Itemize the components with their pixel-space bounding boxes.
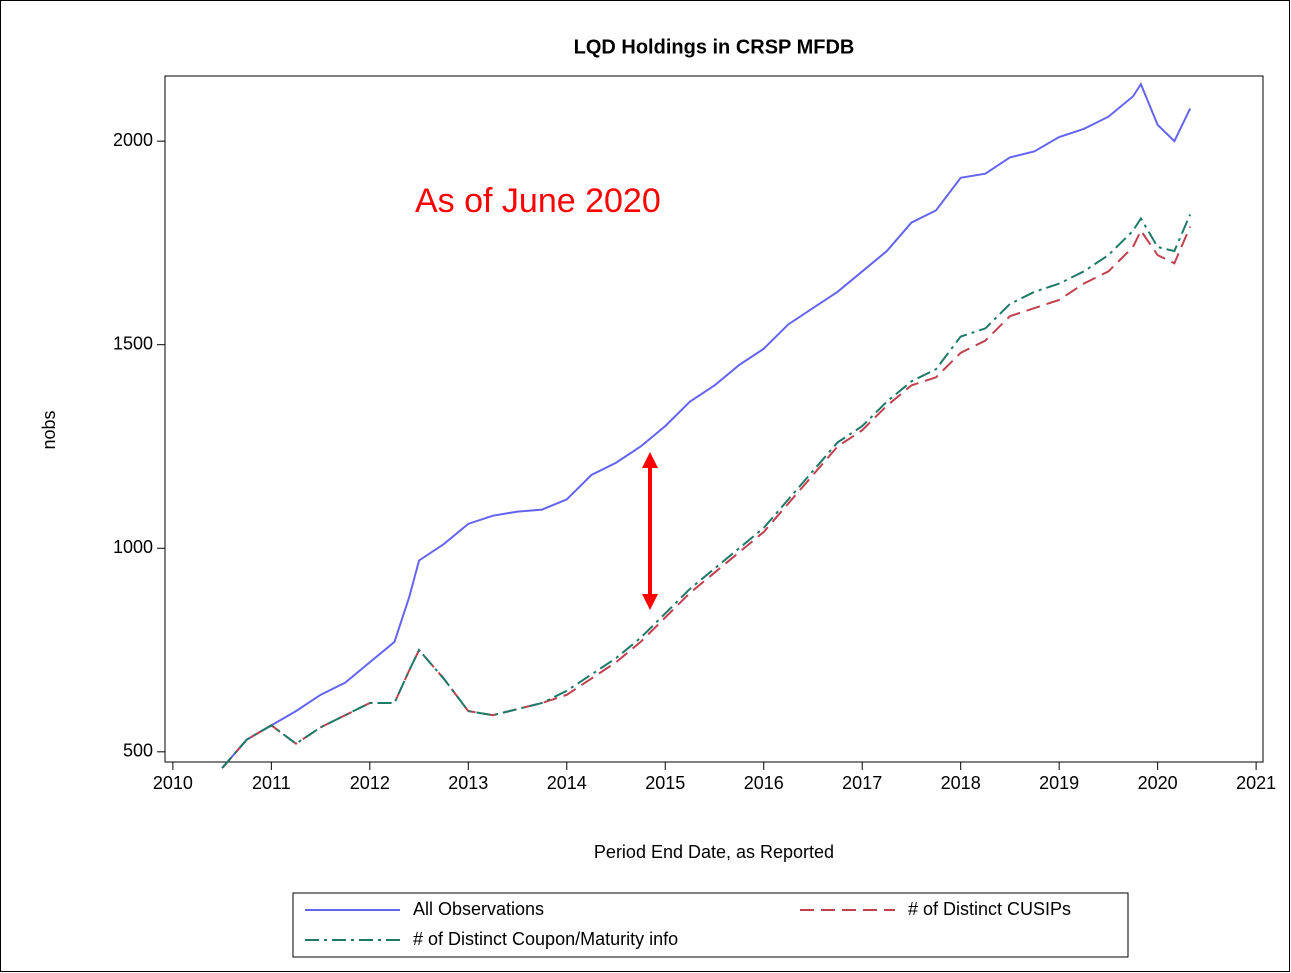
x-tick-label: 2010	[153, 773, 193, 793]
x-tick-label: 2012	[350, 773, 390, 793]
x-tick-label: 2020	[1138, 773, 1178, 793]
legend-label: # of Distinct Coupon/Maturity info	[413, 929, 678, 949]
y-tick-label: 2000	[113, 130, 153, 150]
x-tick-label: 2013	[448, 773, 488, 793]
legend	[292, 892, 1129, 958]
series-line	[221, 81, 1192, 769]
series-line	[221, 226, 1192, 769]
plot-area	[164, 75, 1264, 763]
x-tick-label: 2015	[645, 773, 685, 793]
legend-label: # of Distinct CUSIPs	[908, 899, 1071, 919]
x-tick-label: 2011	[252, 773, 291, 793]
y-axis-label: nobs	[39, 410, 59, 449]
y-tick-label: 500	[123, 741, 153, 761]
x-tick-label: 2016	[744, 773, 784, 793]
x-tick-label: 2014	[547, 773, 587, 793]
arrow-head	[642, 594, 658, 610]
annotation: As of June 2020	[415, 182, 661, 220]
x-tick-label: 2021	[1236, 773, 1276, 793]
legend-label: All Observations	[413, 899, 544, 919]
x-axis-label: Period End Date, as Reported	[594, 842, 834, 862]
series-line	[221, 214, 1192, 769]
arrow	[642, 452, 658, 610]
arrow-head	[642, 452, 658, 468]
y-tick-label: 1500	[113, 333, 153, 353]
x-tick-label: 2018	[941, 773, 981, 793]
x-tick-label: 2019	[1039, 773, 1079, 793]
chart-title: LQD Holdings in CRSP MFDB	[574, 36, 855, 58]
y-tick-label: 1000	[113, 537, 153, 557]
x-tick-label: 2017	[842, 773, 882, 793]
